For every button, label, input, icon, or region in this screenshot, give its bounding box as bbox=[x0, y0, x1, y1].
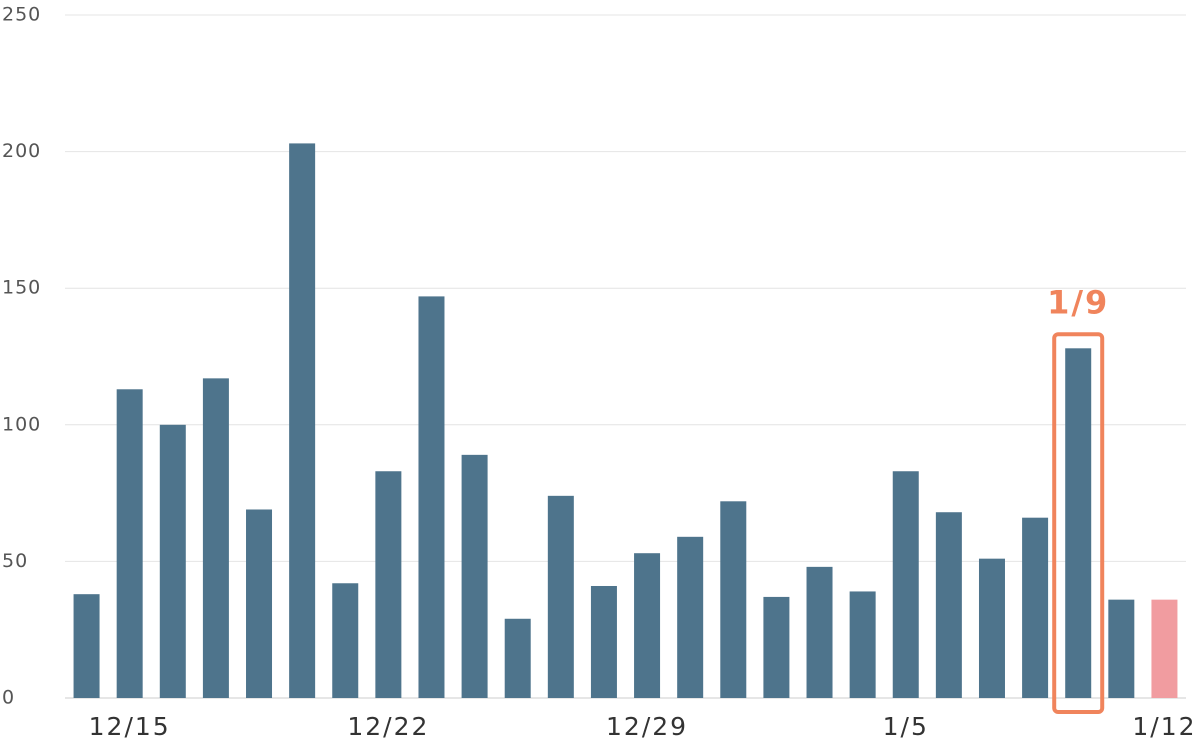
bar bbox=[159, 424, 186, 698]
bar bbox=[289, 143, 316, 699]
bar bbox=[590, 585, 617, 698]
x-tick-label: 12/29 bbox=[606, 712, 688, 741]
bar bbox=[73, 594, 100, 698]
bar bbox=[806, 566, 833, 698]
bar bbox=[978, 558, 1005, 698]
bar bbox=[332, 583, 359, 698]
bar bbox=[418, 296, 445, 698]
bar bbox=[547, 495, 574, 698]
bar bbox=[461, 454, 488, 698]
bar bbox=[1151, 599, 1178, 698]
highlight-box bbox=[1052, 332, 1105, 714]
bar bbox=[375, 471, 402, 698]
bar bbox=[677, 536, 704, 698]
bar bbox=[763, 596, 790, 698]
bar bbox=[504, 618, 531, 698]
x-tick-label: 12/22 bbox=[347, 712, 429, 741]
annotation: 1/9 bbox=[1047, 283, 1109, 321]
bar bbox=[202, 378, 229, 698]
x-tick-label: 12/15 bbox=[89, 712, 171, 741]
bar bbox=[849, 591, 876, 698]
bar bbox=[634, 553, 661, 698]
bar bbox=[1022, 517, 1049, 698]
bar bbox=[720, 501, 747, 698]
y-tick-label: 0 bbox=[2, 687, 15, 709]
bar bbox=[116, 389, 143, 698]
bar bbox=[246, 509, 273, 698]
x-tick-label: 1/5 bbox=[883, 712, 929, 741]
bar bbox=[1108, 599, 1135, 698]
y-tick-label: 200 bbox=[2, 140, 41, 162]
x-tick-label: 1/12 bbox=[1132, 712, 1196, 741]
bar bbox=[1065, 348, 1092, 698]
y-tick-label: 100 bbox=[2, 413, 41, 435]
bar bbox=[935, 512, 962, 698]
y-tick-label: 50 bbox=[2, 550, 28, 572]
bar bbox=[892, 471, 919, 698]
y-tick-label: 250 bbox=[2, 4, 41, 26]
y-tick-label: 150 bbox=[2, 277, 41, 299]
